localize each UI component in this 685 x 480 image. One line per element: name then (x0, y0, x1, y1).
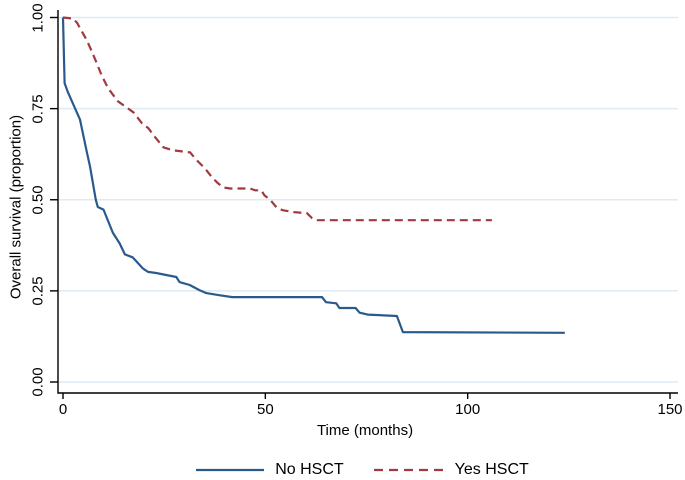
y-axis-title: Overall survival (proportion) (7, 114, 25, 300)
y-tick-label: 0.50 (29, 185, 47, 215)
survival-curves (61, 16, 565, 334)
x-tick-label: 150 (657, 401, 683, 418)
curve-no-hsct (61, 17, 565, 334)
legend-label-yes-hsct: Yes HSCT (454, 461, 529, 478)
y-tick-label: 0.25 (29, 276, 47, 306)
legend-item-no-hsct: No HSCT (196, 461, 344, 479)
x-tick-label: 100 (455, 401, 481, 418)
x-axis-title: Time (months) (316, 422, 414, 439)
axes (50, 10, 678, 399)
axis-lines (57, 10, 678, 394)
legend: No HSCT Yes HSCT (40, 461, 685, 479)
y-tick-label: 1.00 (29, 2, 47, 33)
solid-line-icon (196, 468, 265, 472)
x-tick-label: 50 (256, 401, 274, 418)
gridlines (59, 16, 678, 383)
legend-item-yes-hsct: Yes HSCT (373, 461, 529, 479)
dashed-line-icon (373, 468, 444, 472)
y-tick-label: 0.75 (29, 94, 47, 124)
y-tick-label: 0.00 (29, 367, 47, 397)
legend-label-no-hsct: No HSCT (275, 461, 344, 478)
curve-yes-hsct (62, 16, 492, 222)
x-tick-label: 0 (58, 401, 68, 418)
